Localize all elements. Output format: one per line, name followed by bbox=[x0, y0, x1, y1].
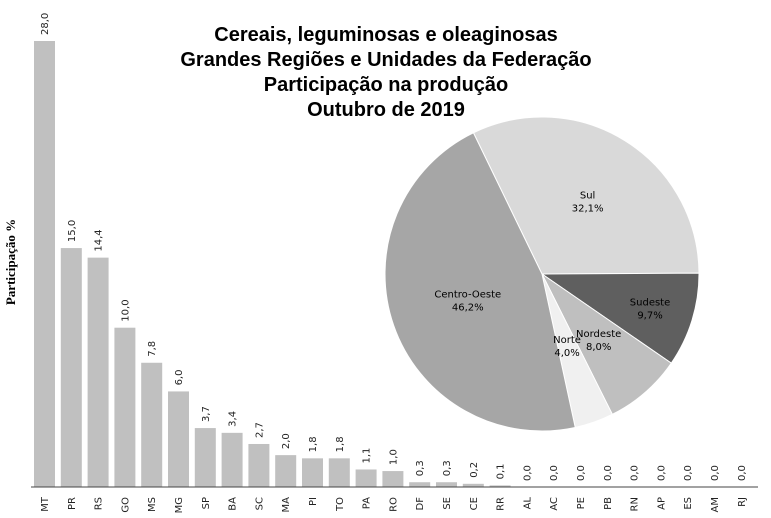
x-tick-label: RO bbox=[388, 497, 399, 512]
x-tick-label: GO bbox=[120, 497, 131, 513]
data-label: 0,2 bbox=[469, 462, 480, 478]
x-tick-label: RN bbox=[630, 497, 641, 511]
data-label: 1,1 bbox=[362, 448, 373, 464]
title-line-3: Participação na produção bbox=[264, 74, 509, 96]
x-tick-label: PA bbox=[362, 497, 373, 509]
x-tick-label: AC bbox=[549, 497, 560, 511]
x-tick-label: PI bbox=[308, 497, 319, 506]
data-labels: 28,0 15,0 14,4 10,0 7,8 6,0 3,7 3,4 2,7 2,0 1,8 1,8… bbox=[40, 13, 748, 481]
title-line-4: Outubro de 2019 bbox=[307, 99, 465, 121]
data-label: 0,0 bbox=[630, 465, 641, 481]
data-label: 3,4 bbox=[228, 411, 239, 427]
x-tick-label: RJ bbox=[737, 497, 748, 507]
bar-GO bbox=[114, 327, 136, 487]
x-tick-label: MS bbox=[147, 497, 158, 512]
data-label: 0,0 bbox=[576, 465, 587, 481]
x-tick-labels: MT PR RS GO MS MG SP BA SC MA PI TO PA RO DF SE CE RR AL AC… bbox=[40, 496, 748, 513]
data-label: 2,0 bbox=[281, 433, 292, 449]
pie-label-name: Nordeste bbox=[576, 329, 621, 340]
bar-chart bbox=[34, 41, 511, 487]
bar-MT bbox=[34, 41, 55, 487]
pie-label-name: Centro-Oeste bbox=[434, 290, 501, 301]
data-label: 15,0 bbox=[67, 220, 78, 242]
x-tick-label: PR bbox=[67, 497, 78, 510]
data-label: 1,8 bbox=[308, 436, 319, 452]
bar-MA bbox=[275, 455, 297, 487]
data-label: 7,8 bbox=[147, 341, 158, 357]
x-tick-label: TO bbox=[335, 497, 346, 512]
data-label: 0,0 bbox=[683, 465, 694, 481]
x-tick-label: SE bbox=[442, 497, 453, 510]
data-label: 0,0 bbox=[549, 465, 560, 481]
x-tick-label: PE bbox=[576, 497, 587, 509]
bar-RO bbox=[382, 471, 404, 487]
x-tick-label: SC bbox=[254, 497, 265, 510]
data-label: 0,3 bbox=[415, 460, 426, 476]
bar-MS bbox=[141, 362, 163, 487]
bar-RS bbox=[87, 257, 109, 487]
title-line-2: Grandes Regiões e Unidades da Federação bbox=[180, 49, 591, 71]
data-label: 0,0 bbox=[522, 465, 533, 481]
pie-label-value: 46,2% bbox=[452, 303, 484, 314]
x-tick-label: CE bbox=[469, 497, 480, 510]
x-tick-label: AP bbox=[656, 497, 667, 510]
data-label: 6,0 bbox=[174, 370, 185, 386]
bar-RR bbox=[489, 485, 511, 487]
bar-SP bbox=[194, 428, 216, 487]
data-label: 2,7 bbox=[254, 422, 265, 438]
x-tick-label: RR bbox=[496, 497, 507, 511]
x-tick-label: MG bbox=[174, 497, 185, 513]
x-tick-label: RS bbox=[94, 497, 105, 510]
x-tick-label: AL bbox=[522, 497, 533, 510]
data-label: 10,0 bbox=[120, 299, 131, 321]
bar-SC bbox=[248, 443, 270, 487]
x-tick-label: MA bbox=[281, 497, 292, 513]
data-label: 1,8 bbox=[335, 436, 346, 452]
bar-TO bbox=[328, 458, 350, 487]
pie-chart: Sul 32,1% Sudeste 9,7% Nordeste 8,0% Norte 4,0%… bbox=[384, 116, 700, 432]
data-label: 3,7 bbox=[201, 406, 212, 422]
x-tick-label: DF bbox=[415, 497, 426, 511]
x-tick-label: SP bbox=[201, 497, 212, 509]
data-label: 0,1 bbox=[496, 464, 507, 480]
x-tick-label: PB bbox=[603, 497, 614, 510]
bar-PA bbox=[355, 469, 377, 487]
y-axis-label: Participação % bbox=[3, 219, 18, 305]
bar-BA bbox=[221, 432, 243, 487]
bar-SE bbox=[436, 482, 457, 487]
data-label: 1,0 bbox=[388, 449, 399, 465]
data-label: 0,0 bbox=[603, 465, 614, 481]
pie-slice-centro-oeste bbox=[384, 132, 576, 432]
pie-label-value: 32,1% bbox=[572, 204, 604, 215]
x-tick-label: ES bbox=[683, 497, 694, 510]
data-label: 14,4 bbox=[94, 229, 105, 251]
pie-label-name: Sudeste bbox=[630, 297, 670, 308]
x-tick-label: AM bbox=[710, 497, 721, 512]
data-label: 28,0 bbox=[40, 13, 51, 35]
bar-MG bbox=[168, 391, 189, 487]
chart-title: Cereais, leguminosas e oleaginosas Grand… bbox=[180, 24, 591, 121]
pie-label-name: Norte bbox=[553, 335, 581, 346]
data-label: 0,0 bbox=[710, 465, 721, 481]
pie-slice-sul bbox=[472, 116, 700, 275]
bar-DF bbox=[409, 482, 431, 487]
pie-label-value: 8,0% bbox=[586, 342, 611, 353]
x-tick-label: BA bbox=[228, 497, 239, 511]
data-label: 0,0 bbox=[737, 465, 748, 481]
pie-label-value: 9,7% bbox=[637, 310, 662, 321]
bar-PI bbox=[302, 458, 323, 487]
pie-label-name: Sul bbox=[580, 191, 595, 202]
title-line-1: Cereais, leguminosas e oleaginosas bbox=[214, 24, 557, 46]
pie-label-value: 4,0% bbox=[554, 348, 579, 359]
bar-CE bbox=[462, 483, 484, 487]
x-tick-label: MT bbox=[40, 496, 51, 512]
bar-PR bbox=[60, 248, 82, 487]
pie-slice-sudeste bbox=[540, 272, 700, 364]
data-label: 0,0 bbox=[656, 465, 667, 481]
data-label: 0,3 bbox=[442, 460, 453, 476]
